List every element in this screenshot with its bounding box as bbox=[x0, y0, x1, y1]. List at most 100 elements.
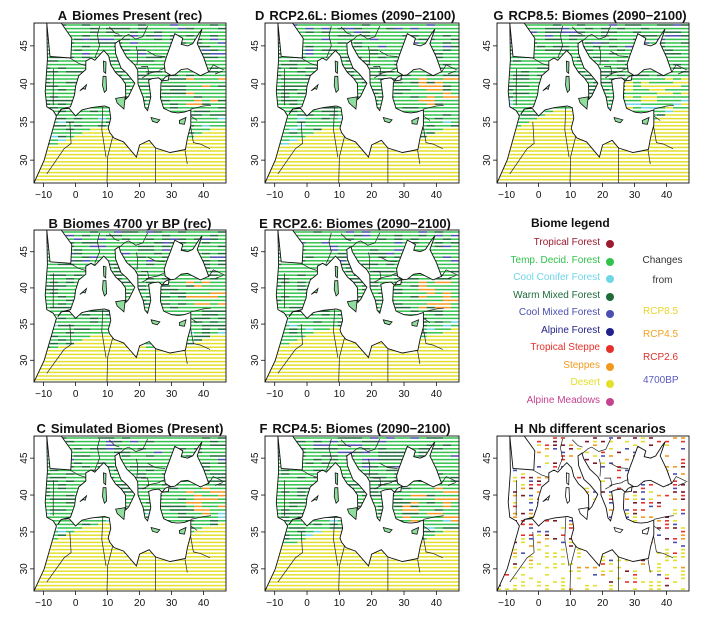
panel-title-c: C Simulated Biomes (Present) bbox=[36, 421, 224, 436]
x-tick-label: 30 bbox=[398, 598, 410, 609]
x-tick-label: 20 bbox=[134, 190, 146, 201]
x-tick-label: 20 bbox=[366, 389, 378, 400]
x-tick-label: 20 bbox=[366, 190, 378, 201]
x-tick-label: 40 bbox=[198, 190, 210, 201]
x-tick-label: 0 bbox=[73, 598, 79, 609]
x-tick-label: 30 bbox=[398, 389, 410, 400]
x-tick-label: 0 bbox=[536, 190, 542, 201]
x-tick-label: 30 bbox=[629, 190, 641, 201]
x-tick-label: 10 bbox=[102, 598, 114, 609]
legend-color-dot bbox=[606, 310, 614, 318]
x-tick-label: 40 bbox=[661, 190, 673, 201]
y-tick-label: 45 bbox=[250, 246, 261, 258]
y-tick-label: 40 bbox=[482, 78, 493, 90]
x-tick-label: 40 bbox=[198, 598, 210, 609]
x-tick-label: 0 bbox=[73, 389, 79, 400]
y-tick-label: 45 bbox=[19, 246, 30, 258]
x-tick-label: 10 bbox=[102, 190, 114, 201]
legend-title: Biome legend bbox=[531, 216, 610, 230]
y-tick-label: 30 bbox=[482, 563, 493, 575]
y-tick-label: 45 bbox=[19, 40, 30, 52]
x-tick-label: −10 bbox=[498, 598, 515, 609]
legend-item-label: Tropical Steppe bbox=[530, 342, 600, 353]
map-rcp85: −10 0 10 20 30 40 30 35 40 45 bbox=[482, 22, 690, 201]
map-sim_present: −10 0 10 20 30 40 30 35 40 45 bbox=[19, 435, 227, 609]
x-tick-label: 20 bbox=[597, 190, 609, 201]
legend-color-dot bbox=[606, 362, 614, 371]
y-tick-label: 30 bbox=[19, 563, 30, 575]
scenario-label: RCP8.5 bbox=[643, 306, 679, 317]
panel-title-h: H Nb different scenarios bbox=[514, 421, 666, 436]
x-tick-label: 30 bbox=[166, 190, 178, 201]
x-tick-label: 0 bbox=[536, 598, 542, 609]
panel-title-a: A Biomes Present (rec) bbox=[57, 8, 203, 23]
x-tick-label: 40 bbox=[431, 389, 443, 400]
y-tick-label: 35 bbox=[19, 116, 30, 128]
x-tick-label: 30 bbox=[166, 389, 178, 400]
x-tick-label: 10 bbox=[102, 389, 114, 400]
y-tick-label: 40 bbox=[482, 489, 493, 501]
y-tick-label: 45 bbox=[482, 452, 493, 464]
legend-color-dot bbox=[606, 397, 614, 406]
x-tick-label: 40 bbox=[431, 190, 443, 201]
y-tick-label: 35 bbox=[482, 116, 493, 128]
x-tick-label: 10 bbox=[334, 389, 346, 400]
legend-item-label: Cool Conifer Forest bbox=[513, 272, 600, 283]
x-tick-label: 40 bbox=[198, 389, 210, 400]
legend-item-label: Steppes bbox=[563, 359, 600, 371]
legend-color-dot bbox=[606, 380, 614, 388]
map-rcp45: −10 0 10 20 30 40 30 35 40 45 bbox=[250, 435, 460, 609]
changes-label: Changes from bbox=[642, 255, 683, 286]
panel-title-e: E RCP2.6: Biomes (2090−2100) bbox=[259, 216, 451, 231]
x-tick-label: 20 bbox=[134, 598, 146, 609]
x-tick-label: −10 bbox=[266, 598, 283, 609]
y-tick-label: 30 bbox=[482, 154, 493, 166]
legend-item-label: Alpine Forest bbox=[541, 324, 600, 336]
y-tick-label: 35 bbox=[19, 318, 30, 330]
legend-color-dot bbox=[606, 292, 614, 301]
x-tick-label: 20 bbox=[597, 598, 609, 609]
legend-color-dot bbox=[606, 275, 614, 283]
legend-color-dot bbox=[606, 257, 614, 266]
x-tick-label: 30 bbox=[398, 190, 410, 201]
y-tick-label: 40 bbox=[250, 282, 261, 294]
map-rcp26: −10 0 10 20 30 40 30 35 40 45 bbox=[250, 229, 460, 400]
y-tick-label: 30 bbox=[19, 354, 30, 366]
y-tick-label: 30 bbox=[19, 154, 30, 166]
y-tick-label: 40 bbox=[250, 489, 261, 501]
y-tick-label: 35 bbox=[250, 526, 261, 538]
x-tick-label: 40 bbox=[661, 598, 673, 609]
scenario-label: RCP2.6 bbox=[643, 352, 679, 363]
x-tick-label: 0 bbox=[304, 190, 310, 201]
legend-item-label: Cool Mixed Forest bbox=[518, 307, 600, 318]
legend-color-dot bbox=[606, 327, 614, 336]
legend-item-label: Desert bbox=[570, 377, 600, 388]
legend-item-label: Alpine Meadows bbox=[526, 394, 600, 406]
x-tick-label: 10 bbox=[334, 190, 346, 201]
x-tick-label: 20 bbox=[366, 598, 378, 609]
x-tick-label: −10 bbox=[35, 389, 52, 400]
x-tick-label: 40 bbox=[431, 598, 443, 609]
scenario-label: 4700BP bbox=[643, 375, 679, 386]
y-tick-label: 40 bbox=[250, 78, 261, 90]
y-tick-label: 30 bbox=[250, 154, 261, 166]
y-tick-label: 40 bbox=[19, 282, 30, 294]
legend-item-label: Temp. Decid. Forest bbox=[510, 254, 600, 266]
x-tick-label: −10 bbox=[498, 190, 515, 201]
x-tick-label: 10 bbox=[565, 190, 577, 201]
x-tick-label: 20 bbox=[134, 389, 146, 400]
panel-title-b: B Biomes 4700 yr BP (rec) bbox=[48, 216, 212, 231]
y-tick-label: 35 bbox=[250, 116, 261, 128]
x-tick-label: 0 bbox=[304, 598, 310, 609]
y-tick-label: 40 bbox=[19, 78, 30, 90]
y-tick-label: 30 bbox=[250, 563, 261, 575]
legend-item-label: Tropical Forest bbox=[533, 237, 600, 248]
y-tick-label: 35 bbox=[19, 526, 30, 538]
map-rec_4700: −10 0 10 20 30 40 30 35 40 45 bbox=[19, 229, 227, 400]
y-tick-label: 40 bbox=[19, 489, 30, 501]
legend-color-dot bbox=[606, 345, 614, 353]
y-tick-label: 30 bbox=[250, 354, 261, 366]
x-tick-label: 0 bbox=[73, 190, 79, 201]
map-rec_present: −10 0 10 20 30 40 30 35 40 45 bbox=[19, 22, 227, 201]
